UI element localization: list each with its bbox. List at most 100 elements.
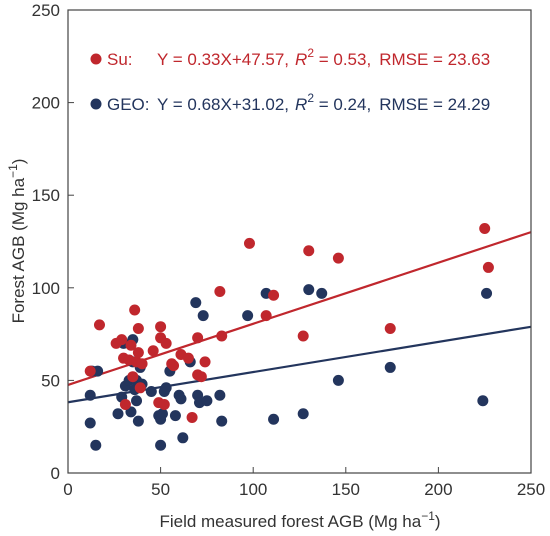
x-axis-title-sup: −1 [421, 509, 435, 523]
data-point-geo [132, 415, 144, 427]
y-tick-label: 0 [51, 464, 60, 483]
legend-r2-sup-geo: 2 [307, 91, 314, 105]
legend-equation-su: Y = 0.33X+47.57, R2 = 0.53, RMSE = 23.63 [157, 46, 490, 69]
legend-rmse-su: RMSE = 23.63 [379, 50, 490, 69]
data-point-geo [477, 395, 489, 407]
data-point-su [147, 345, 159, 357]
x-axis-ticks: 0 50 100 150 200 250 [63, 467, 545, 499]
data-point-su [119, 398, 131, 410]
data-point-geo [90, 439, 102, 451]
data-point-su [186, 411, 198, 423]
data-point-su [160, 337, 172, 349]
data-point-su [116, 334, 128, 346]
x-axis-title: Field measured forest AGB (Mg ha−1) [159, 509, 440, 531]
data-point-su [482, 261, 494, 273]
data-point-geo [169, 410, 181, 422]
y-tick-label: 150 [32, 186, 60, 205]
y-tick-label: 100 [32, 279, 60, 298]
legend: Su: Y = 0.33X+47.57, R2 = 0.53, RMSE = 23.… [90, 46, 490, 114]
data-point-geo [332, 374, 344, 386]
y-axis-ticks: 0 50 100 150 200 250 [32, 1, 74, 483]
data-point-su [155, 321, 167, 333]
legend-r2-label-su: R [295, 50, 307, 69]
data-point-geo [384, 361, 396, 373]
data-point-su [332, 252, 344, 264]
data-point-su [199, 356, 211, 368]
data-point-su [303, 245, 315, 257]
data-point-geo [303, 284, 315, 296]
data-point-geo [316, 287, 328, 299]
data-point-su [182, 352, 194, 364]
y-tick-label: 200 [32, 94, 60, 113]
data-points [84, 223, 494, 451]
data-point-su [195, 371, 207, 383]
data-point-su [168, 360, 180, 372]
y-axis-title-main: Forest AGB (Mg ha [9, 177, 28, 323]
data-point-su [127, 371, 139, 383]
data-point-geo [175, 393, 187, 405]
data-point-geo [84, 417, 96, 429]
x-tick-label: 250 [517, 480, 545, 499]
data-point-geo [197, 310, 209, 322]
data-point-su [136, 358, 148, 370]
legend-equation-geo: Y = 0.68X+31.02, R2 = 0.24, RMSE = 24.29 [157, 91, 490, 114]
plot-frame [67, 9, 532, 474]
legend-marker-su [90, 53, 102, 65]
data-point-geo [160, 382, 172, 394]
data-point-su [268, 289, 280, 301]
x-axis-title-end: ) [435, 512, 441, 531]
data-point-su [297, 330, 309, 342]
data-point-geo [84, 389, 96, 401]
data-point-su [479, 223, 491, 235]
data-point-su [129, 304, 141, 316]
legend-r2-sup-su: 2 [307, 46, 314, 60]
data-point-geo [216, 415, 228, 427]
x-tick-label: 100 [239, 480, 267, 499]
y-tick-label: 250 [32, 1, 60, 20]
data-point-su [158, 398, 170, 410]
data-point-geo [190, 297, 202, 309]
legend-rmse-geo: RMSE = 24.29 [379, 95, 490, 114]
data-point-su [384, 323, 396, 335]
data-point-su [132, 347, 144, 359]
data-point-geo [155, 439, 167, 451]
legend-fit-geo: Y = 0.68X+31.02, [157, 95, 289, 114]
data-point-geo [297, 408, 309, 420]
data-point-geo [177, 432, 189, 444]
data-point-su [192, 332, 204, 344]
x-tick-label: 200 [424, 480, 452, 499]
data-point-geo [145, 386, 157, 398]
x-tick-label: 150 [332, 480, 360, 499]
data-point-su [214, 286, 226, 298]
x-tick-label: 0 [63, 480, 72, 499]
y-axis-title-end: ) [9, 159, 28, 165]
y-axis-title: Forest AGB (Mg ha−1) [6, 159, 28, 324]
data-point-su [216, 330, 228, 342]
legend-r2-value-su: = 0.53, [314, 50, 371, 69]
x-axis-title-main: Field measured forest AGB (Mg ha [159, 512, 421, 531]
data-point-geo [112, 408, 124, 420]
data-point-geo [201, 395, 213, 407]
legend-name-su: Su: [107, 50, 133, 69]
data-point-su [132, 323, 144, 335]
data-point-geo [242, 310, 254, 322]
data-point-geo [131, 395, 143, 407]
y-axis-title-sup: −1 [6, 164, 20, 178]
x-tick-label: 50 [151, 480, 170, 499]
data-point-su [134, 382, 146, 394]
data-point-geo [156, 408, 168, 420]
data-point-geo [268, 413, 280, 425]
legend-r2-value-geo: = 0.24, [314, 95, 371, 114]
data-point-su [125, 339, 137, 351]
y-tick-label: 50 [41, 371, 60, 390]
data-point-geo [481, 287, 493, 299]
data-point-su [260, 310, 272, 322]
legend-r2-label-geo: R [295, 95, 307, 114]
data-point-su [93, 319, 105, 331]
data-point-su [84, 365, 96, 377]
legend-marker-geo [90, 98, 102, 110]
legend-name-geo: GEO: [107, 95, 150, 114]
legend-fit-su: Y = 0.33X+47.57, [157, 50, 289, 69]
data-point-su [243, 237, 255, 249]
